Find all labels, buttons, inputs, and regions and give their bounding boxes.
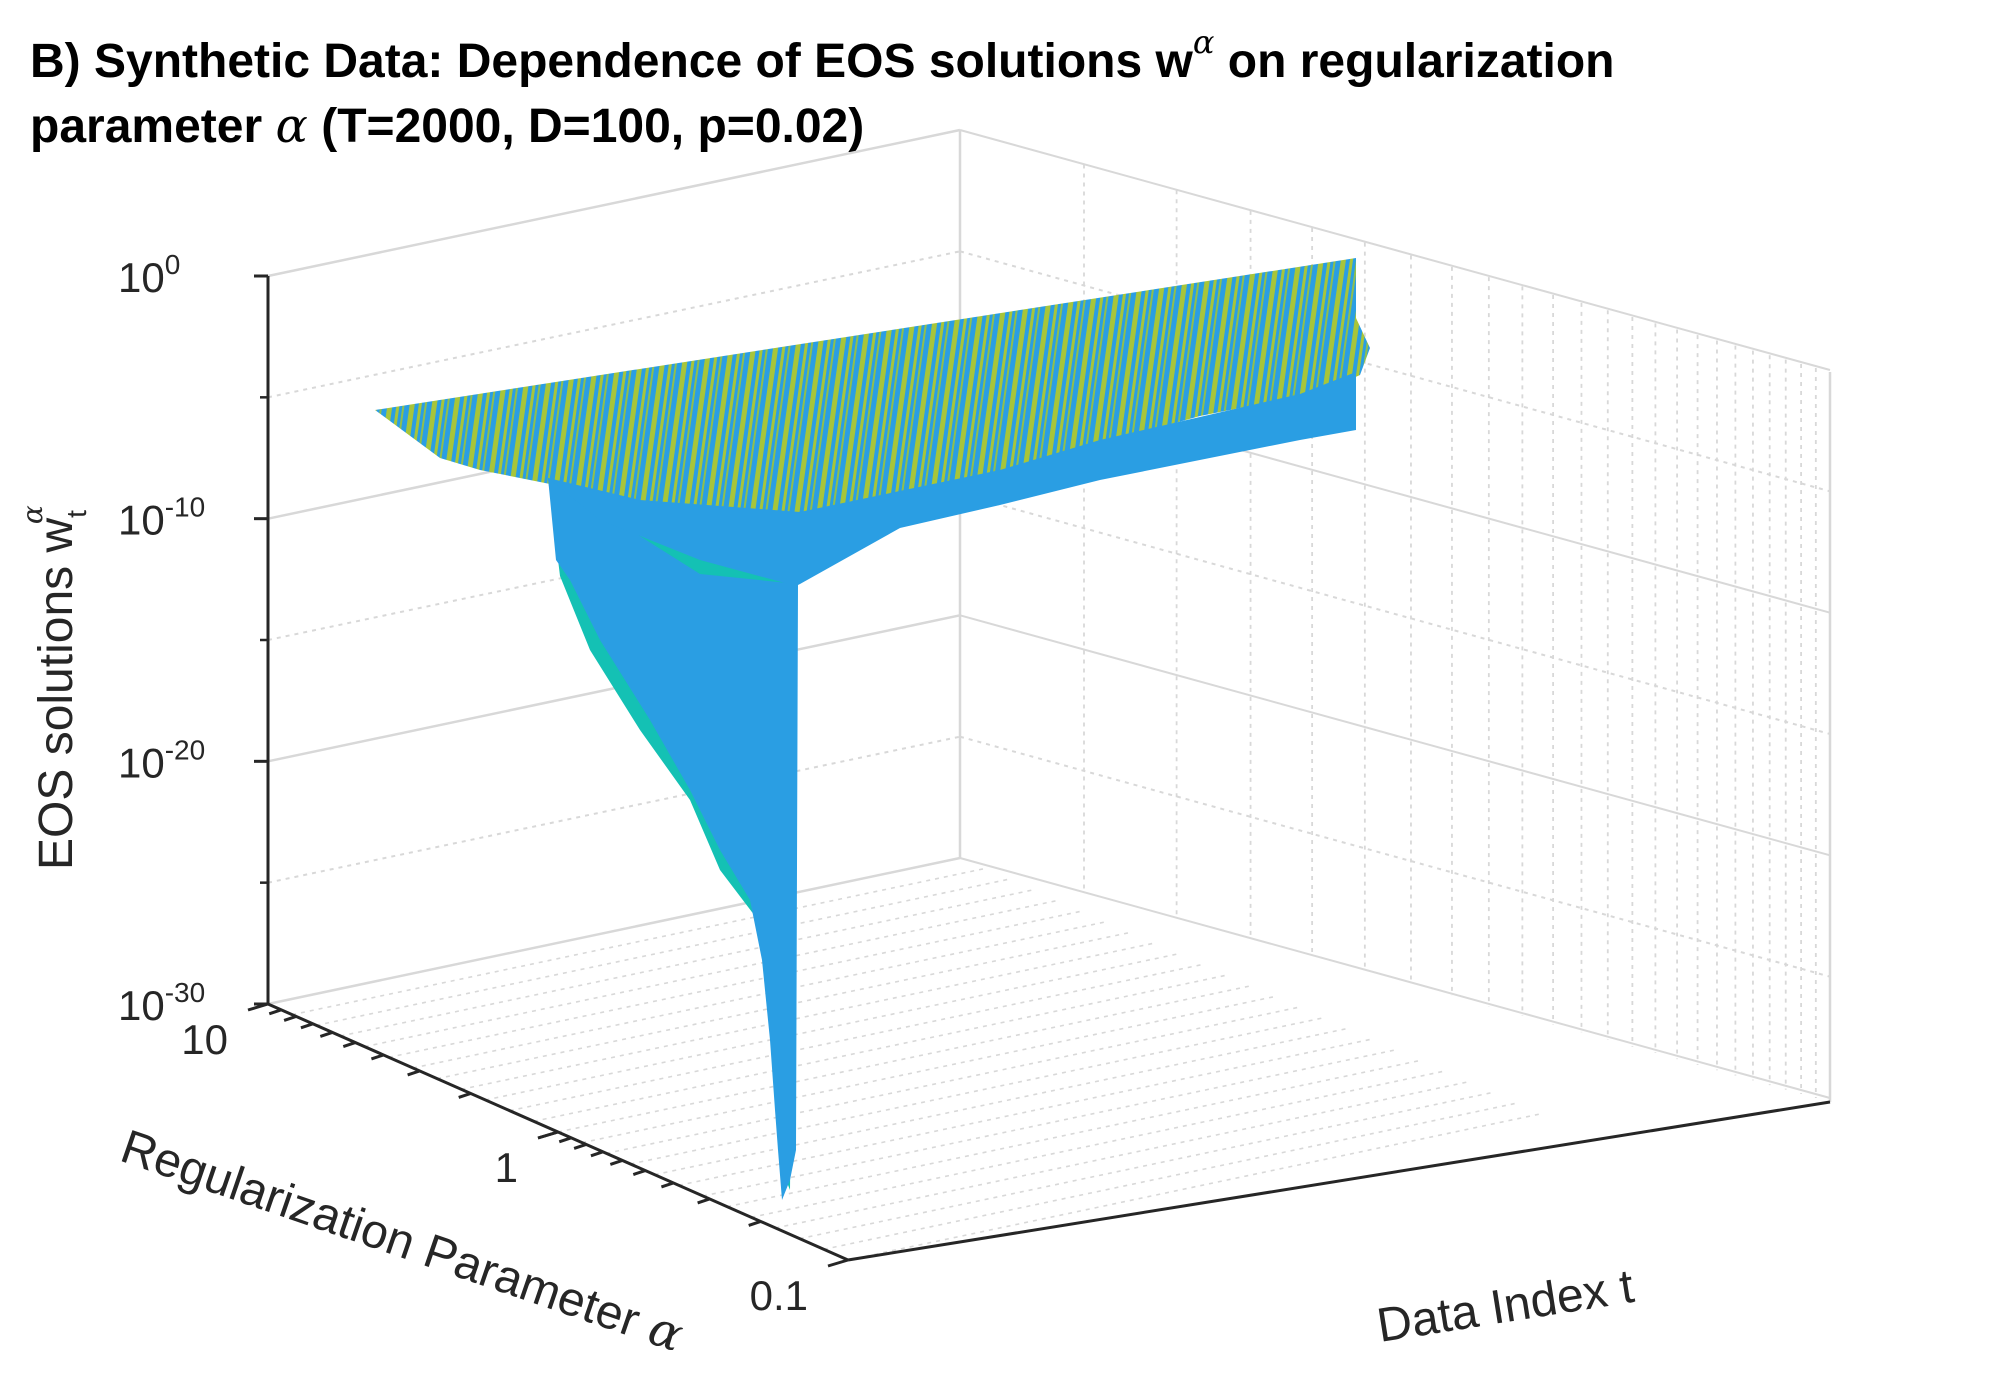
y-tick-mark [558, 1136, 572, 1144]
grid-z-line-right [959, 614, 1831, 857]
grid-floor-line [533, 974, 1226, 1123]
grid-z-line [267, 735, 961, 884]
y-axis-minor-ticks [247, 1002, 849, 1268]
grid-floor-line [509, 963, 1202, 1112]
z-tick-label: 100 [118, 249, 180, 301]
title-line2-end: (T=2000, D=100, p=0.02) [307, 100, 865, 153]
z-axis-ticks: 100 10-10 10-20 10-30 [118, 249, 268, 1029]
grid-lines [267, 128, 1832, 1261]
y-tick-mark [609, 1158, 623, 1166]
y-tick-mark [573, 1142, 587, 1150]
z-tick-label: 10-30 [118, 977, 205, 1029]
grid-z-line [267, 128, 961, 278]
grid-z-line-right [959, 857, 1831, 1099]
grid-floor-line [751, 1070, 1444, 1219]
y-tick-mark [342, 1041, 356, 1048]
y-tick-mark [300, 1022, 314, 1030]
y-tick-mark [268, 1008, 282, 1016]
y-tick-label: 10 [181, 1016, 228, 1063]
title-line1: B) Synthetic Data: Dependence of EOS sol… [30, 35, 1193, 88]
title-line1-end: on regularization [1214, 35, 1615, 88]
grid-floor-line [582, 995, 1275, 1144]
grid-floor-line [654, 1027, 1347, 1176]
title-line2-greek: α [275, 98, 308, 154]
z-axis-label: EOS solutions wtα [16, 505, 92, 870]
grid-floor-line [485, 953, 1178, 1101]
grid-floor-line [775, 1081, 1468, 1229]
y-tick-mark [407, 1069, 421, 1077]
y-tick-mark [458, 1092, 472, 1099]
grid-z-line-right [959, 735, 1831, 978]
y-tick-mark [748, 1220, 762, 1227]
z-tick-label: 10-10 [118, 492, 205, 544]
grid-floor-line [340, 889, 1033, 1037]
y-tick-label: 0.1 [750, 1272, 808, 1319]
z-axis-label-sup: α [16, 505, 49, 524]
y-axis-label: Regularization Parameter α [114, 1118, 690, 1363]
surface-drop-blue [548, 478, 798, 1200]
y-tick-mark [370, 1053, 384, 1061]
grid-floor-line [727, 1059, 1420, 1208]
grid-floor-line [823, 1102, 1516, 1251]
z-tick-label: 10-20 [118, 734, 205, 786]
grid-floor-line [678, 1038, 1371, 1187]
chart-title: B) Synthetic Data: Dependence of EOS sol… [30, 10, 1930, 159]
x-axis-label: Data Index t [1373, 1260, 1637, 1353]
surface-plateau-underside [548, 372, 1356, 586]
y-tick-mark [827, 1258, 849, 1268]
grid-floor-line [292, 867, 985, 1016]
grid-z-line-right [959, 129, 1831, 371]
grid-floor-line [364, 899, 1057, 1048]
grid-z-line-right [959, 493, 1831, 735]
y-tick-label: 1 [495, 1144, 518, 1191]
grid-floor-line [557, 985, 1251, 1133]
grid-floor-line [267, 857, 961, 1005]
y-tick-mark [660, 1181, 674, 1189]
y-tick-mark [590, 1150, 604, 1158]
y-axis-tick-labels: 10 1 0.1 [181, 1016, 808, 1319]
y-tick-mark [283, 1014, 297, 1022]
title-superscript: α [1192, 23, 1215, 61]
y-tick-mark [537, 1130, 559, 1140]
grid-floor-line [847, 1113, 1541, 1261]
title-line2-pre: parameter [30, 100, 276, 153]
grid-floor-line [799, 1091, 1492, 1240]
grid-z-line-right [959, 250, 1831, 493]
z-axis-label-sub: t [61, 510, 92, 518]
grid-floor-line [702, 1049, 1396, 1197]
grid-floor-line [461, 942, 1154, 1091]
y-tick-mark [632, 1169, 646, 1176]
y-tick-mark [319, 1030, 333, 1038]
grid-floor-line [316, 878, 1009, 1027]
grid-z-line [267, 250, 961, 399]
grid-floor-line [630, 1017, 1323, 1165]
x-axis-line [847, 1100, 1831, 1262]
grid-floor-line [388, 910, 1081, 1059]
grid-floor-line [412, 921, 1106, 1069]
y-tick-mark [697, 1197, 711, 1205]
surface [375, 258, 1370, 1200]
grid-floor-line [606, 1006, 1299, 1155]
